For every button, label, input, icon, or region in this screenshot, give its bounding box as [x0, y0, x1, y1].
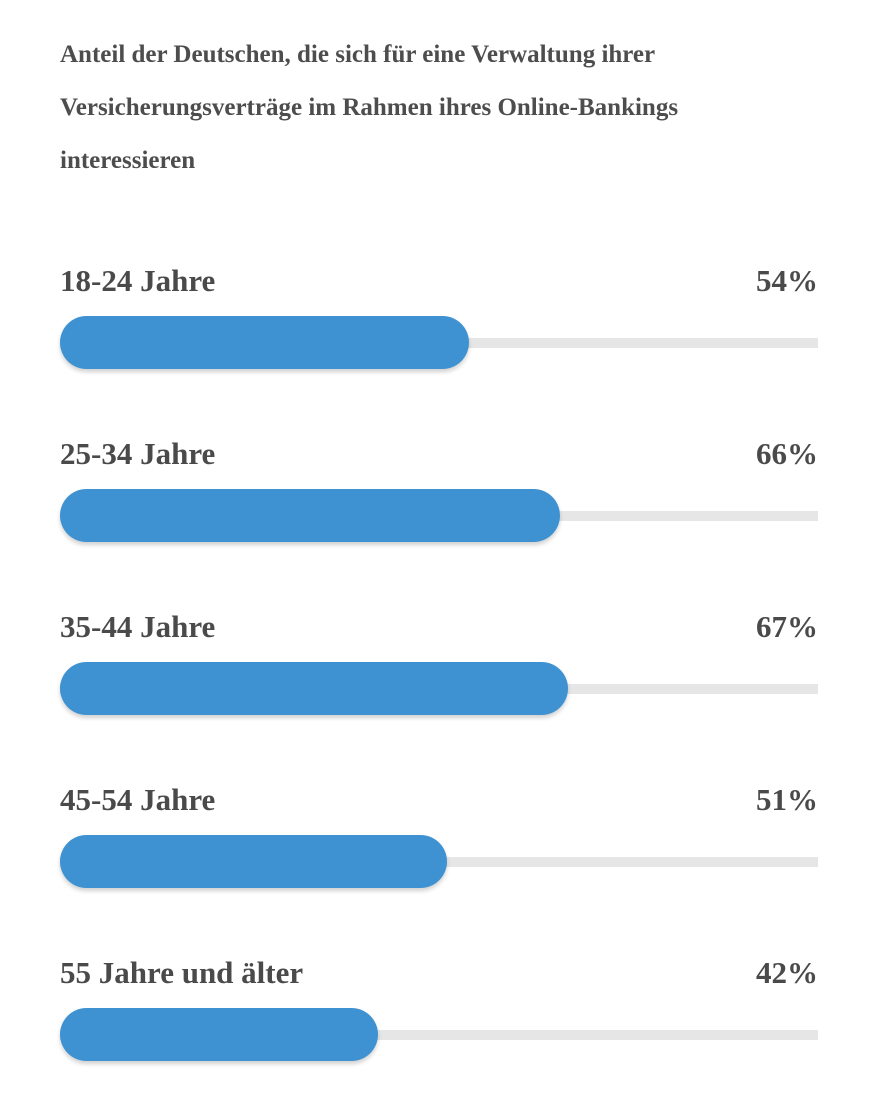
bar-value-label: 66%	[756, 436, 818, 471]
bar	[60, 1008, 378, 1061]
bar-category-label: 45-54 Jahre	[60, 782, 216, 817]
bar-row: 35-44 Jahre 67%	[60, 609, 818, 749]
bar-category-label: 18-24 Jahre	[60, 263, 216, 298]
bar	[60, 489, 560, 542]
bar	[60, 316, 469, 369]
bar-value-label: 42%	[756, 955, 818, 990]
bar	[60, 662, 568, 715]
bar-row: 18-24 Jahre 54%	[60, 263, 818, 403]
bar	[60, 835, 447, 888]
bar-row: 45-54 Jahre 51%	[60, 782, 818, 922]
chart: Anteil der Deutschen, die sich für eine …	[60, 0, 818, 1119]
bar-track	[60, 1030, 818, 1040]
bar-value-label: 67%	[756, 609, 818, 644]
bar-category-label: 35-44 Jahre	[60, 609, 216, 644]
chart-title: Anteil der Deutschen, die sich für eine …	[60, 41, 679, 174]
bar-value-label: 51%	[756, 782, 818, 817]
bar-category-label: 55 Jahre und älter	[60, 955, 304, 990]
bar-category-label: 25-34 Jahre	[60, 436, 216, 471]
bar-value-label: 54%	[756, 263, 818, 298]
bar-row: 25-34 Jahre 66%	[60, 436, 818, 576]
bar-row: 55 Jahre und älter 42%	[60, 955, 818, 1095]
